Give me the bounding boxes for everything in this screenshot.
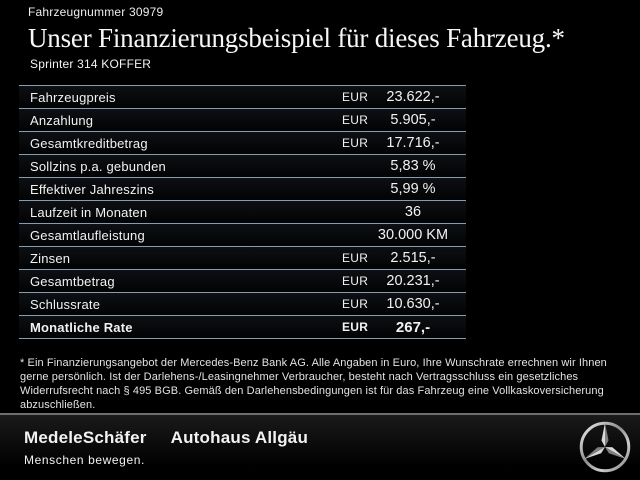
row-value: 5,83 % (390, 158, 436, 174)
table-row: Anzahlung EUR 5.905,- (19, 108, 466, 131)
table-row: Laufzeit in Monaten 36 (19, 200, 466, 223)
table-row: Sollzins p.a. gebunden 5,83 % (19, 154, 466, 177)
row-value: 10.630,- (386, 296, 440, 312)
row-value: 17.716,- (386, 135, 440, 151)
row-currency: EUR (342, 274, 369, 288)
vehicle-number: Fahrzeugnummer 30979 (28, 5, 164, 19)
dealer-logo-autohaus-allgaeu: Autohaus Allgäu (170, 428, 309, 447)
finance-table: Fahrzeugpreis EUR 23.622,- Anzahlung EUR… (19, 85, 466, 339)
row-value: 23.622,- (386, 89, 440, 105)
dealer-block: MedeleSchäfer Autohaus Allgäu Menschen b… (24, 428, 308, 467)
dealer-logo-medeleschaefer: MedeleSchäfer (24, 428, 147, 447)
table-row: Effektiver Jahreszins 5,99 % (19, 177, 466, 200)
dealer-names: MedeleSchäfer Autohaus Allgäu (24, 428, 308, 448)
row-value: 30.000 KM (377, 227, 449, 243)
row-label: Zinsen (30, 250, 71, 266)
table-row: Gesamtbetrag EUR 20.231,- (19, 269, 466, 292)
row-label: Gesamtlaufleistung (30, 227, 145, 243)
table-row: Schlussrate EUR 10.630,- (19, 292, 466, 315)
row-label: Laufzeit in Monaten (30, 204, 148, 220)
row-label: Effektiver Jahreszins (30, 181, 154, 197)
row-currency: EUR (342, 113, 369, 127)
row-currency: EUR (342, 90, 369, 104)
row-label: Anzahlung (30, 112, 94, 128)
dealer-slogan: Menschen bewegen. (24, 453, 145, 467)
row-value: 36 (404, 204, 422, 220)
mercedes-star-icon (579, 421, 631, 473)
row-currency: EUR (342, 320, 369, 334)
row-currency: EUR (342, 136, 369, 150)
table-row: Gesamtlaufleistung 30.000 KM (19, 223, 466, 246)
row-value: 267,- (395, 318, 431, 336)
page-header: Fahrzeugnummer 30979 Unser Finanzierungs… (0, 0, 640, 71)
footnote-text: * Ein Finanzierungsangebot der Mercedes-… (20, 357, 607, 411)
row-currency: EUR (342, 297, 369, 311)
table-row: Zinsen EUR 2.515,- (19, 246, 466, 269)
row-currency: EUR (342, 251, 369, 265)
table-row: Gesamtkreditbetrag EUR 17.716,- (19, 131, 466, 154)
row-value: 2.515,- (390, 250, 436, 266)
row-value: 5,99 % (390, 181, 436, 197)
footer: MedeleSchäfer Autohaus Allgäu Menschen b… (0, 413, 640, 480)
row-label: Fahrzeugpreis (30, 89, 116, 105)
row-label: Monatliche Rate (30, 319, 133, 335)
vehicle-model: Sprinter 314 KOFFER (30, 57, 152, 71)
page-title: Unser Finanzierungsbeispiel für dieses F… (28, 23, 565, 53)
table-row: Fahrzeugpreis EUR 23.622,- (19, 85, 466, 108)
row-label: Gesamtbetrag (30, 273, 115, 289)
row-label: Gesamtkreditbetrag (30, 135, 148, 151)
table-row: Monatliche Rate EUR 267,- (19, 315, 466, 338)
row-label: Schlussrate (30, 296, 101, 312)
row-value: 20.231,- (386, 273, 440, 289)
row-value: 5.905,- (390, 112, 436, 128)
row-label: Sollzins p.a. gebunden (30, 158, 166, 174)
